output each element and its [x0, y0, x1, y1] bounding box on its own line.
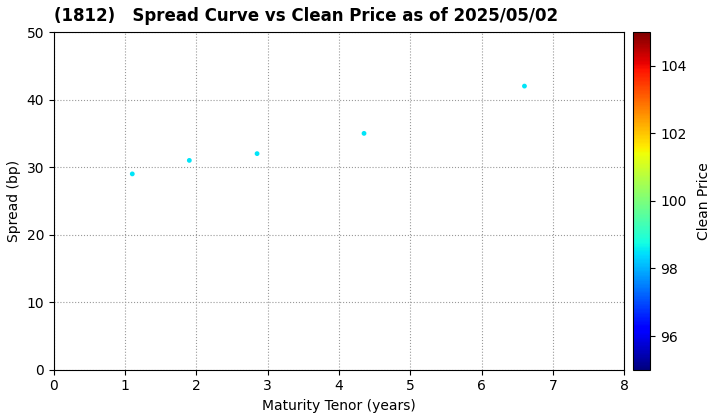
Point	[518, 83, 530, 89]
Point	[251, 150, 263, 157]
Point	[127, 171, 138, 177]
Text: (1812)   Spread Curve vs Clean Price as of 2025/05/02: (1812) Spread Curve vs Clean Price as of…	[54, 7, 558, 25]
X-axis label: Maturity Tenor (years): Maturity Tenor (years)	[262, 399, 416, 413]
Point	[184, 157, 195, 164]
Y-axis label: Spread (bp): Spread (bp)	[7, 160, 21, 242]
Point	[359, 130, 370, 137]
Y-axis label: Clean Price: Clean Price	[698, 162, 711, 240]
